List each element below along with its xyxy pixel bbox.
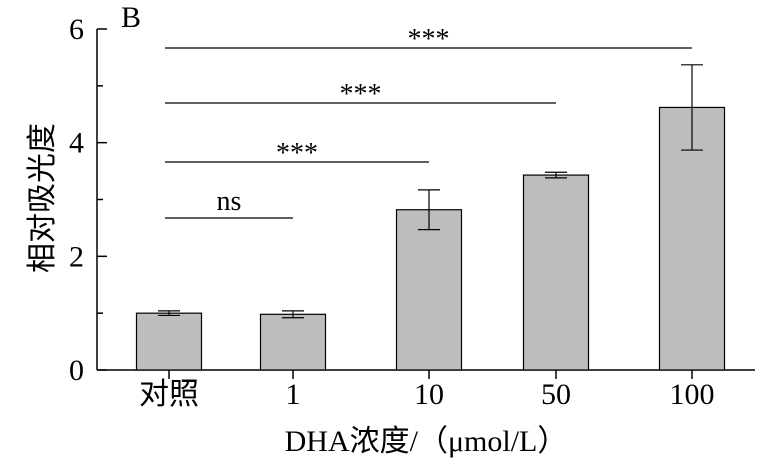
bar — [522, 174, 590, 371]
significance-label: *** — [408, 24, 450, 55]
y-tick-label: 0 — [69, 354, 84, 387]
x-tick-label: 1 — [286, 378, 301, 411]
significance-label: ns — [217, 186, 242, 217]
bar — [259, 313, 327, 371]
x-tick-label: 对照 — [139, 378, 199, 411]
x-tick-label: 100 — [670, 378, 715, 411]
y-axis-title: 相对吸光度 — [26, 123, 59, 273]
significance-label: *** — [340, 79, 382, 110]
x-axis-title: DHA浓度/（μmol/L） — [285, 425, 568, 458]
plot-area: 0 2 4 6 对照 1 10 50 100 ns *** *** *** — [69, 13, 755, 411]
x-tick-label: 10 — [414, 378, 444, 411]
y-tick-label: 2 — [69, 240, 84, 273]
panel-label: B — [121, 1, 141, 34]
bar — [395, 209, 463, 371]
y-tick-label: 6 — [69, 13, 84, 46]
x-tick-label: 50 — [541, 378, 571, 411]
bar — [135, 312, 203, 371]
y-tick-label: 4 — [69, 127, 84, 160]
significance-label: *** — [276, 138, 318, 169]
